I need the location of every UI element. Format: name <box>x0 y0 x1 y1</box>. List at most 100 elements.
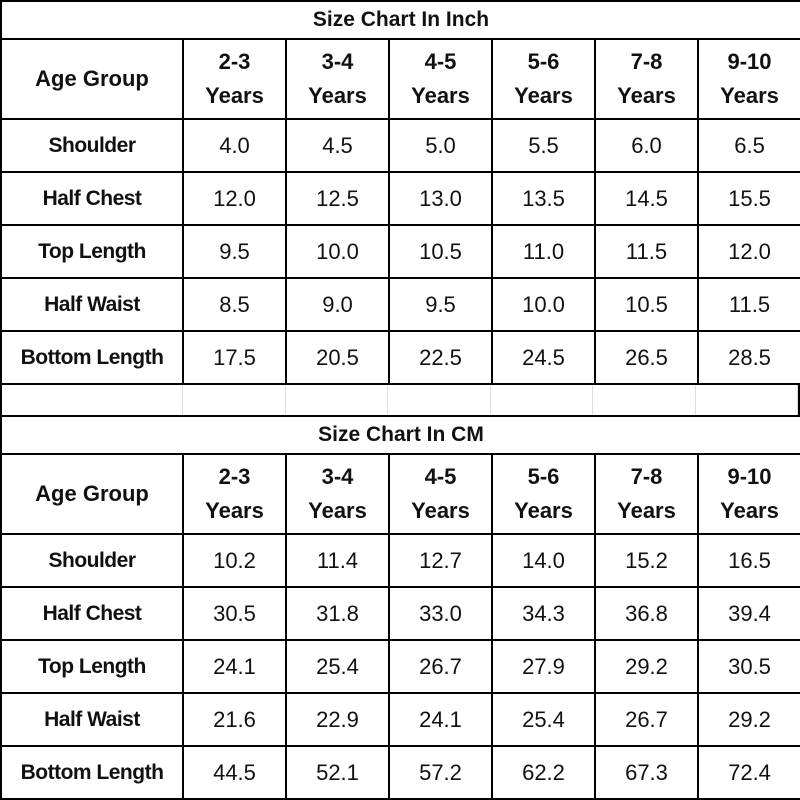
value-cell: 26.5 <box>594 330 699 385</box>
header-cell: 5-6 Years <box>491 453 596 535</box>
value-cell: 9.0 <box>285 277 390 332</box>
header-text: 7-8 Years <box>617 464 676 523</box>
value-text: 26.7 <box>419 653 462 679</box>
value-text: 29.2 <box>728 706 771 732</box>
value-cell: 14.5 <box>594 171 699 226</box>
value-cell: 6.0 <box>594 118 699 173</box>
value-text: 25.4 <box>522 706 565 732</box>
header-cell: 4-5 Years <box>388 38 493 120</box>
value-text: 11.5 <box>625 238 668 264</box>
title-row: Size Chart In CM <box>0 415 800 455</box>
header-cell: 3-4 Years <box>285 38 390 120</box>
label-text: Top Length <box>38 654 146 678</box>
value-cell: 72.4 <box>696 745 800 800</box>
value-cell: 10.2 <box>182 533 287 588</box>
value-text: 17.5 <box>213 344 256 370</box>
row-label: Shoulder <box>0 118 184 173</box>
value-text: 12.5 <box>316 185 359 211</box>
header-cell: Age Group <box>0 453 184 535</box>
value-text: 10.5 <box>625 291 668 317</box>
value-text: 5.0 <box>425 132 456 158</box>
label-text: Half Waist <box>44 707 140 731</box>
row-label: Half Chest <box>0 586 184 641</box>
header-cell: Age Group <box>0 38 184 120</box>
title-text: Size Chart In Inch <box>312 8 490 31</box>
value-text: 12.0 <box>213 185 256 211</box>
value-text: 4.0 <box>219 132 250 158</box>
value-text: 12.0 <box>728 238 771 264</box>
data-row: Shoulder 10.2 11.4 12.7 14.0 15.2 16.5 <box>0 533 800 588</box>
label-text: Half Waist <box>44 292 140 316</box>
value-cell: 22.9 <box>285 692 390 747</box>
value-cell: 15.5 <box>696 171 800 226</box>
row-label: Half Chest <box>0 171 184 226</box>
header-text: 9-10 Years <box>720 49 779 108</box>
value-text: 5.5 <box>528 132 559 158</box>
value-text: 13.0 <box>419 185 462 211</box>
label-text: Shoulder <box>48 133 136 157</box>
value-cell: 16.5 <box>696 533 800 588</box>
value-cell: 31.8 <box>285 586 390 641</box>
spacer-row <box>0 385 800 415</box>
value-text: 15.2 <box>625 547 668 573</box>
value-text: 9.0 <box>322 291 353 317</box>
value-cell: 4.0 <box>182 118 287 173</box>
row-label: Shoulder <box>0 533 184 588</box>
row-label: Top Length <box>0 639 184 694</box>
header-cell: 7-8 Years <box>594 38 699 120</box>
header-text: 4-5 Years <box>411 464 470 523</box>
row-label: Half Waist <box>0 692 184 747</box>
value-cell: 36.8 <box>594 586 699 641</box>
size-table: Size Chart In Inch Age Group 2-3 Years 3-4 … <box>0 0 800 385</box>
header-cell: 9-10 Years <box>696 453 800 535</box>
value-cell: 8.5 <box>182 277 287 332</box>
value-cell: 10.5 <box>594 277 699 332</box>
header-text: 5-6 Years <box>514 49 573 108</box>
value-cell: 28.5 <box>696 330 800 385</box>
value-text: 72.4 <box>728 759 771 785</box>
value-text: 11.4 <box>316 547 359 573</box>
data-row: Half Chest 12.0 12.5 13.0 13.5 14.5 15.5 <box>0 171 800 226</box>
row-label: Bottom Length <box>0 745 184 800</box>
value-text: 24.1 <box>419 706 462 732</box>
value-cell: 21.6 <box>182 692 287 747</box>
value-cell: 34.3 <box>491 586 596 641</box>
value-text: 6.5 <box>734 132 765 158</box>
value-text: 15.5 <box>728 185 771 211</box>
row-label: Half Waist <box>0 277 184 332</box>
value-text: 30.5 <box>213 600 256 626</box>
spacer-cell <box>2 385 184 415</box>
value-cell: 25.4 <box>491 692 596 747</box>
value-text: 10.0 <box>522 291 565 317</box>
spacer-cell <box>593 385 696 415</box>
value-text: 57.2 <box>419 759 462 785</box>
value-cell: 15.2 <box>594 533 699 588</box>
value-cell: 29.2 <box>594 639 699 694</box>
data-row: Top Length 24.1 25.4 26.7 27.9 29.2 30.5 <box>0 639 800 694</box>
value-cell: 25.4 <box>285 639 390 694</box>
table-title: Size Chart In CM <box>0 415 800 455</box>
value-cell: 11.5 <box>696 277 800 332</box>
value-cell: 11.0 <box>491 224 596 279</box>
value-cell: 24.1 <box>388 692 493 747</box>
value-text: 13.5 <box>522 185 565 211</box>
value-cell: 27.9 <box>491 639 596 694</box>
header-cell: 5-6 Years <box>491 38 596 120</box>
value-cell: 9.5 <box>388 277 493 332</box>
value-text: 22.5 <box>419 344 462 370</box>
label-text: Top Length <box>38 239 146 263</box>
value-cell: 39.4 <box>696 586 800 641</box>
value-cell: 30.5 <box>182 586 287 641</box>
value-cell: 17.5 <box>182 330 287 385</box>
data-row: Half Waist 8.5 9.0 9.5 10.0 10.5 11.5 <box>0 277 800 332</box>
value-text: 10.5 <box>419 238 462 264</box>
value-cell: 24.1 <box>182 639 287 694</box>
header-text: 3-4 Years <box>308 464 367 523</box>
spacer-cell <box>696 385 798 415</box>
value-text: 25.4 <box>316 653 359 679</box>
value-text: 67.3 <box>625 759 668 785</box>
label-text: Bottom Length <box>20 760 164 784</box>
data-row: Half Waist 21.6 22.9 24.1 25.4 26.7 29.2 <box>0 692 800 747</box>
value-text: 14.5 <box>625 185 668 211</box>
